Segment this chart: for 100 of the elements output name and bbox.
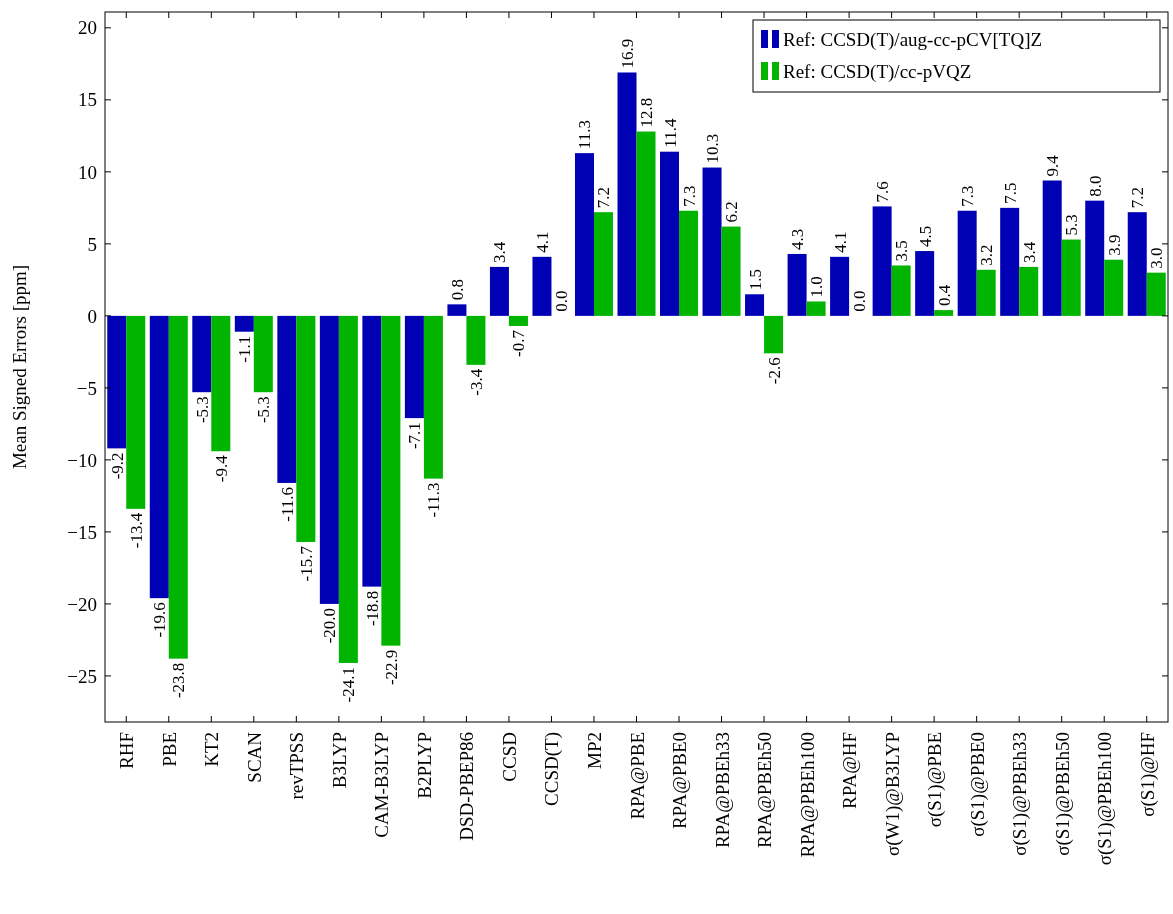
bar	[915, 251, 935, 316]
bar	[404, 315, 424, 419]
data-label: 7.2	[594, 186, 614, 209]
bar	[660, 151, 680, 316]
bar	[957, 210, 977, 316]
x-tick-label: RPA@PBE	[626, 732, 648, 820]
data-label: 7.5	[1000, 182, 1020, 204]
data-label: -23.8	[169, 662, 189, 699]
bar	[149, 315, 169, 599]
x-tick-label: RPA@HF	[839, 732, 861, 810]
data-label: 3.4	[490, 241, 510, 263]
data-label: -3.4	[466, 368, 486, 396]
data-label: -11.6	[277, 486, 297, 522]
x-tick-label: CAM-B3LYP	[371, 732, 393, 838]
x-tick-label: σ(S1)@PBE	[924, 732, 947, 828]
x-tick-label: CCSD(T)	[541, 732, 564, 806]
bar	[976, 269, 996, 316]
bar	[1061, 239, 1081, 316]
bar	[508, 315, 528, 326]
data-label: 7.3	[679, 185, 699, 207]
bar	[1042, 180, 1062, 316]
bar	[211, 315, 231, 452]
bar	[764, 315, 784, 354]
bar	[168, 315, 188, 659]
y-tick-label: −25	[67, 665, 97, 687]
x-tick-label: MP2	[583, 732, 605, 769]
x-tick-label: SCAN	[243, 731, 265, 783]
bar	[787, 253, 807, 316]
y-tick-label: −5	[76, 377, 97, 399]
bar	[721, 226, 741, 316]
y-tick-label: 10	[78, 161, 97, 183]
x-tick-label: PBE	[158, 732, 180, 767]
x-tick-label: σ(S1)@PBEh100	[1094, 732, 1117, 866]
data-label: -19.6	[150, 602, 170, 638]
y-tick-label: 0	[87, 305, 97, 327]
y-tick-label: −20	[67, 593, 97, 615]
data-label: 0.0	[849, 290, 869, 312]
x-tick-label: σ(W1)@B3LYP	[881, 732, 904, 856]
bar	[296, 315, 316, 542]
x-tick-label: RPA@PBE0	[669, 732, 691, 830]
bar	[192, 315, 212, 393]
data-label: 16.9	[618, 38, 637, 69]
bar	[1085, 200, 1105, 316]
bar	[636, 131, 656, 316]
bar	[1000, 207, 1020, 316]
x-tick-label: revTPSS	[286, 732, 308, 800]
x-tick-label: B2PLYP	[413, 732, 435, 799]
bar	[934, 310, 954, 316]
x-tick-label: RHF	[116, 732, 138, 769]
bar	[447, 304, 467, 316]
data-label: -0.7	[509, 329, 529, 357]
data-label: -9.2	[107, 452, 127, 480]
data-label: 4.1	[830, 231, 850, 253]
bar	[745, 294, 765, 316]
data-label: 11.3	[575, 120, 595, 150]
bar	[1104, 259, 1124, 316]
x-tick-label: σ(S1)@PBE0	[966, 732, 989, 837]
bar	[891, 265, 911, 316]
data-label: 3.9	[1104, 234, 1124, 256]
data-label: -22.9	[381, 649, 401, 686]
bar	[107, 315, 127, 449]
data-label: 3.5	[892, 240, 912, 262]
bar	[253, 315, 273, 393]
x-tick-label: RPA@PBEh33	[711, 732, 733, 849]
data-label: -11.3	[424, 482, 444, 518]
data-label: 8.0	[1085, 175, 1105, 197]
y-tick-label: 20	[78, 17, 97, 39]
data-label: 11.4	[660, 118, 680, 148]
legend-label: Ref: CCSD(T)/cc-pVQZ	[783, 60, 972, 83]
data-label: 4.1	[532, 231, 552, 253]
bar	[126, 315, 146, 509]
data-label: -9.4	[211, 454, 231, 483]
bar	[532, 256, 552, 316]
data-label: 0.8	[447, 279, 467, 301]
bar	[362, 315, 382, 587]
bar	[830, 256, 850, 316]
data-label: 0.0	[551, 290, 571, 312]
data-label: 1.0	[807, 276, 827, 298]
x-tick-label: σ(S1)@HF	[1136, 732, 1159, 817]
bar	[277, 315, 297, 483]
bar	[617, 72, 637, 316]
bar	[338, 315, 358, 663]
x-tick-label: σ(S1)@PBEh33	[1009, 732, 1032, 856]
bar	[489, 266, 509, 316]
data-label: -2.6	[764, 357, 784, 385]
y-axis-title: Mean Signed Errors [ppm]	[9, 264, 30, 470]
data-label: 9.4	[1043, 154, 1063, 177]
data-label: 10.3	[703, 133, 723, 164]
data-label: 12.8	[637, 97, 656, 128]
data-label: -18.8	[362, 590, 382, 627]
data-label: -24.1	[339, 666, 359, 703]
data-label: 5.3	[1062, 214, 1082, 236]
bar	[806, 301, 826, 316]
bar	[423, 315, 443, 479]
data-label: 3.0	[1147, 247, 1167, 269]
bar	[381, 315, 401, 646]
data-label: -7.1	[405, 422, 425, 450]
data-label: 7.6	[873, 181, 893, 203]
bar	[679, 210, 699, 316]
data-label: 3.2	[977, 244, 997, 266]
